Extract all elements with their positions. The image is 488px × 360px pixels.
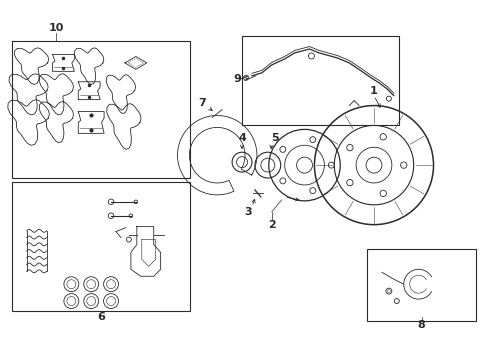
Bar [12,182,190,311]
Text: 7: 7 [198,98,206,108]
Text: 1: 1 [369,86,377,96]
Text: 5: 5 [270,133,278,143]
Bar [366,249,475,321]
Bar [242,36,398,125]
Text: 10: 10 [49,23,64,33]
Text: 2: 2 [267,220,275,230]
Text: 8: 8 [417,320,425,330]
Text: 3: 3 [244,207,251,217]
Text: 6: 6 [97,312,105,322]
Bar [12,41,190,178]
Text: 4: 4 [238,133,245,143]
Text: 9: 9 [233,74,241,84]
